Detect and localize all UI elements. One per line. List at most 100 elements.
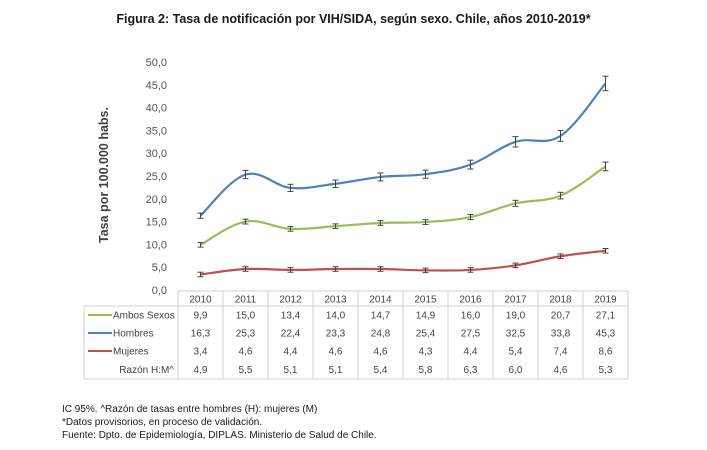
footnote-source: Fuente: Dpto. de Epidemiología, DIPLAS. … xyxy=(62,430,377,441)
error-bar xyxy=(467,159,474,170)
error-bar xyxy=(512,136,519,148)
data-label: 15,0 xyxy=(236,311,256,322)
y-tick-label: 25,0 xyxy=(146,171,167,183)
y-tick-label: 50,0 xyxy=(146,57,167,69)
data-label: 5,5 xyxy=(239,365,253,376)
x-category-label: 2017 xyxy=(504,295,527,306)
legend-label: Mujeres xyxy=(113,347,149,358)
x-category-label: 2014 xyxy=(369,295,392,306)
error-bar xyxy=(377,266,384,272)
series-hombres xyxy=(197,75,609,219)
data-label: 5,4 xyxy=(509,347,523,358)
footnote-provisional: *Datos provisorios, en proceso de valida… xyxy=(62,417,263,428)
error-bar xyxy=(557,253,564,260)
error-bar xyxy=(242,218,249,225)
data-label: 24,8 xyxy=(371,329,391,340)
data-label: 5,1 xyxy=(329,365,343,376)
data-label: 16,3 xyxy=(191,329,211,340)
error-bar xyxy=(467,213,474,221)
error-bar xyxy=(602,161,609,172)
data-label: 13,4 xyxy=(281,311,301,322)
data-label: 25,4 xyxy=(416,329,436,340)
footnote-ci: IC 95%. ^Razón de tasas entre hombres (H… xyxy=(62,404,318,415)
error-bar xyxy=(287,183,294,192)
series-mujeres xyxy=(197,248,609,278)
error-bar xyxy=(197,212,204,219)
data-label: 5,8 xyxy=(419,365,433,376)
data-label: 5,3 xyxy=(599,365,613,376)
data-label: 14,7 xyxy=(371,311,391,322)
error-bar xyxy=(287,267,294,273)
error-bar xyxy=(557,191,564,200)
error-bar xyxy=(242,170,249,180)
x-category-label: 2016 xyxy=(459,295,482,306)
error-bar xyxy=(422,169,429,179)
error-bar xyxy=(197,271,204,278)
series-line xyxy=(199,82,607,217)
chart-title: Figura 2: Tasa de notificación por VIH/S… xyxy=(116,12,591,26)
data-label: 9,9 xyxy=(194,311,208,322)
error-bar xyxy=(287,226,294,232)
data-label: 45,3 xyxy=(596,329,616,340)
data-label: 23,3 xyxy=(326,329,346,340)
data-label: 20,7 xyxy=(551,311,571,322)
data-label: 19,0 xyxy=(506,311,526,322)
series-lines xyxy=(197,75,609,278)
x-category-label: 2013 xyxy=(324,295,347,306)
y-tick-label: 0,0 xyxy=(152,285,167,297)
data-label: 4,6 xyxy=(374,347,388,358)
data-label: 14,0 xyxy=(326,311,346,322)
data-label: 8,6 xyxy=(599,347,613,358)
x-category-label: 2018 xyxy=(549,295,572,306)
data-label: 33,8 xyxy=(551,329,571,340)
y-tick-label: 45,0 xyxy=(146,80,167,92)
error-bar xyxy=(467,267,474,273)
data-label: 4,4 xyxy=(464,347,478,358)
legend-label: Ambos Sexos xyxy=(113,311,175,322)
error-bar xyxy=(602,248,609,254)
y-tick-label: 5,0 xyxy=(152,262,167,274)
x-category-label: 2019 xyxy=(594,295,617,306)
data-label: 4,6 xyxy=(554,365,568,376)
error-bar xyxy=(422,219,429,225)
error-bar xyxy=(602,75,609,92)
error-bar xyxy=(422,267,429,274)
y-tick-label: 10,0 xyxy=(146,239,167,251)
y-tick-label: 15,0 xyxy=(146,217,167,229)
series-line xyxy=(200,249,606,276)
error-bar xyxy=(332,223,339,229)
series-ambos-sexos xyxy=(197,161,609,248)
data-label: 5,4 xyxy=(374,365,388,376)
data-label: 4,6 xyxy=(329,347,343,358)
x-category-label: 2015 xyxy=(414,295,437,306)
error-bar xyxy=(512,262,519,269)
error-bar xyxy=(332,179,339,188)
error-bar xyxy=(242,266,249,272)
data-label: 14,9 xyxy=(416,311,436,322)
data-label: 22,4 xyxy=(281,329,301,340)
data-label: 6,3 xyxy=(464,365,478,376)
data-label: 32,5 xyxy=(506,329,526,340)
error-bar xyxy=(332,266,339,272)
error-bar xyxy=(197,242,204,248)
footnotes: IC 95%. ^Razón de tasas entre hombres (H… xyxy=(62,403,377,442)
data-label: 7,4 xyxy=(554,347,568,358)
y-axis-ticks: 0,0 5,0 10,0 15,0 20,0 25,0 30,0 35,0 40,0 45,0 50… xyxy=(146,57,167,297)
series-line xyxy=(199,165,607,246)
data-label: 25,3 xyxy=(236,329,256,340)
data-label: 4,9 xyxy=(194,365,208,376)
data-label: 4,4 xyxy=(284,347,298,358)
data-label: 5,1 xyxy=(284,365,298,376)
data-label: 27,5 xyxy=(461,329,481,340)
x-category-label: 2011 xyxy=(235,295,257,306)
data-label: 3,4 xyxy=(194,347,208,358)
error-bar xyxy=(377,220,384,226)
data-table: 2010 2011 2012 2013 2014 2015 2016 2017 2018 2019… xyxy=(83,290,629,380)
data-label: 6,0 xyxy=(509,365,523,376)
y-tick-label: 20,0 xyxy=(146,194,167,206)
data-label: 4,3 xyxy=(419,347,433,358)
error-bar xyxy=(377,172,384,182)
error-bar xyxy=(557,129,564,142)
legend-label: Hombres xyxy=(113,329,154,340)
y-tick-label: 35,0 xyxy=(146,125,167,137)
